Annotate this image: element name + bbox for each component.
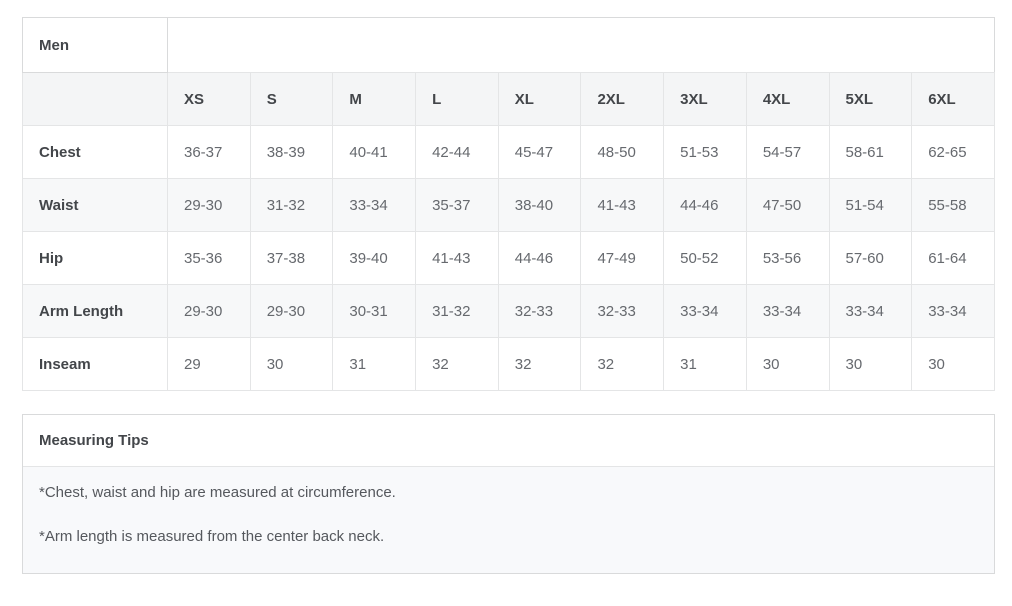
size-value-cell: 57-60 [828,231,913,285]
measuring-tips-title: Measuring Tips [23,415,994,467]
size-value-cell: 33-34 [332,178,417,232]
title-row: Men [22,17,995,73]
size-value-cell: 50-52 [663,231,747,285]
size-value-cell: 44-46 [663,178,747,232]
size-value-cell: 32 [580,337,665,391]
size-value-cell: 44-46 [497,231,582,285]
size-column-header: 5XL [828,72,913,126]
size-value-cell: 32 [497,337,582,391]
size-value-cell: 47-49 [580,231,665,285]
size-value-cell: 29 [167,337,251,391]
measurement-row: Hip 35-36 37-38 39-40 41-43 44-46 47-49 50-52 53… [22,231,995,285]
size-value-cell: 51-54 [828,178,913,232]
size-value-cell: 30 [828,337,913,391]
size-value-cell: 29-30 [249,284,334,338]
size-value-cell: 35-37 [415,178,499,232]
measurement-label: Arm Length [22,284,168,338]
size-column-header: XL [497,72,582,126]
size-column-header: M [332,72,417,126]
size-header-row: XS S M L XL 2XL 3XL 4XL 5XL 6XL [22,72,995,126]
size-value-cell: 53-56 [745,231,830,285]
size-value-cell: 41-43 [415,231,499,285]
size-value-cell: 35-36 [167,231,251,285]
measurement-row: Inseam 29 30 31 32 32 32 31 30 30 30 [22,337,995,391]
size-column-header: L [415,72,499,126]
measurement-row: Arm Length 29-30 29-30 30-31 31-32 32-33 32-33… [22,284,995,338]
size-value-cell: 42-44 [415,125,499,179]
table-title: Men [39,36,69,54]
measurement-label: Hip [22,231,168,285]
size-column-header: S [249,72,334,126]
size-value-cell: 30 [745,337,830,391]
page: Men XS S M L XL 2XL 3XL 4XL 5XL 6XL Chest 36-37 38-… [22,17,995,574]
size-value-cell: 33-34 [911,284,995,338]
size-value-cell: 55-58 [911,178,995,232]
title-spacer [167,17,995,73]
size-value-cell: 32-33 [497,284,582,338]
size-value-cell: 38-39 [249,125,334,179]
size-value-cell: 30 [911,337,995,391]
measurement-label: Chest [22,125,168,179]
size-value-cell: 48-50 [580,125,665,179]
size-chart-table: Men XS S M L XL 2XL 3XL 4XL 5XL 6XL Chest 36-37 38-… [22,17,995,391]
size-value-cell: 31 [332,337,417,391]
size-value-cell: 32-33 [580,284,665,338]
size-value-cell: 41-43 [580,178,665,232]
size-value-cell: 39-40 [332,231,417,285]
size-value-cell: 37-38 [249,231,334,285]
size-chart-head: Men XS S M L XL 2XL 3XL 4XL 5XL 6XL [22,17,995,126]
size-value-cell: 31-32 [415,284,499,338]
size-value-cell: 30 [249,337,334,391]
measuring-tips-panel: Measuring Tips *Chest, waist and hip are… [22,414,995,574]
size-value-cell: 45-47 [497,125,582,179]
measuring-tip-note: *Arm length is measured from the center … [39,528,385,545]
measurement-label: Waist [22,178,168,232]
size-value-cell: 40-41 [332,125,417,179]
size-value-cell: 62-65 [911,125,995,179]
empty-header-cell [22,72,168,126]
size-value-cell: 61-64 [911,231,995,285]
size-column-header: XS [167,72,251,126]
size-column-header: 2XL [580,72,665,126]
size-value-cell: 33-34 [745,284,830,338]
size-column-header: 6XL [911,72,995,126]
measuring-tips-body: *Chest, waist and hip are measured at ci… [23,467,994,573]
table-title-cell: Men [22,17,168,73]
size-value-cell: 36-37 [167,125,251,179]
size-value-cell: 38-40 [497,178,582,232]
size-value-cell: 29-30 [167,178,251,232]
measurement-row: Waist 29-30 31-32 33-34 35-37 38-40 41-43 44-46… [22,178,995,232]
size-value-cell: 47-50 [745,178,830,232]
size-column-header: 3XL [663,72,747,126]
measurement-label: Inseam [22,337,168,391]
size-value-cell: 33-34 [663,284,747,338]
size-column-header: 4XL [745,72,830,126]
size-value-cell: 31 [663,337,747,391]
size-value-cell: 54-57 [745,125,830,179]
measurement-row: Chest 36-37 38-39 40-41 42-44 45-47 48-50 51-53… [22,125,995,179]
size-value-cell: 58-61 [828,125,913,179]
size-value-cell: 29-30 [167,284,251,338]
size-value-cell: 51-53 [663,125,747,179]
size-chart-body: Chest 36-37 38-39 40-41 42-44 45-47 48-50 51-53… [22,125,995,391]
size-value-cell: 31-32 [249,178,334,232]
size-value-cell: 33-34 [828,284,913,338]
size-value-cell: 32 [415,337,499,391]
measuring-tip-note: *Chest, waist and hip are measured at ci… [39,484,396,501]
size-value-cell: 30-31 [332,284,417,338]
